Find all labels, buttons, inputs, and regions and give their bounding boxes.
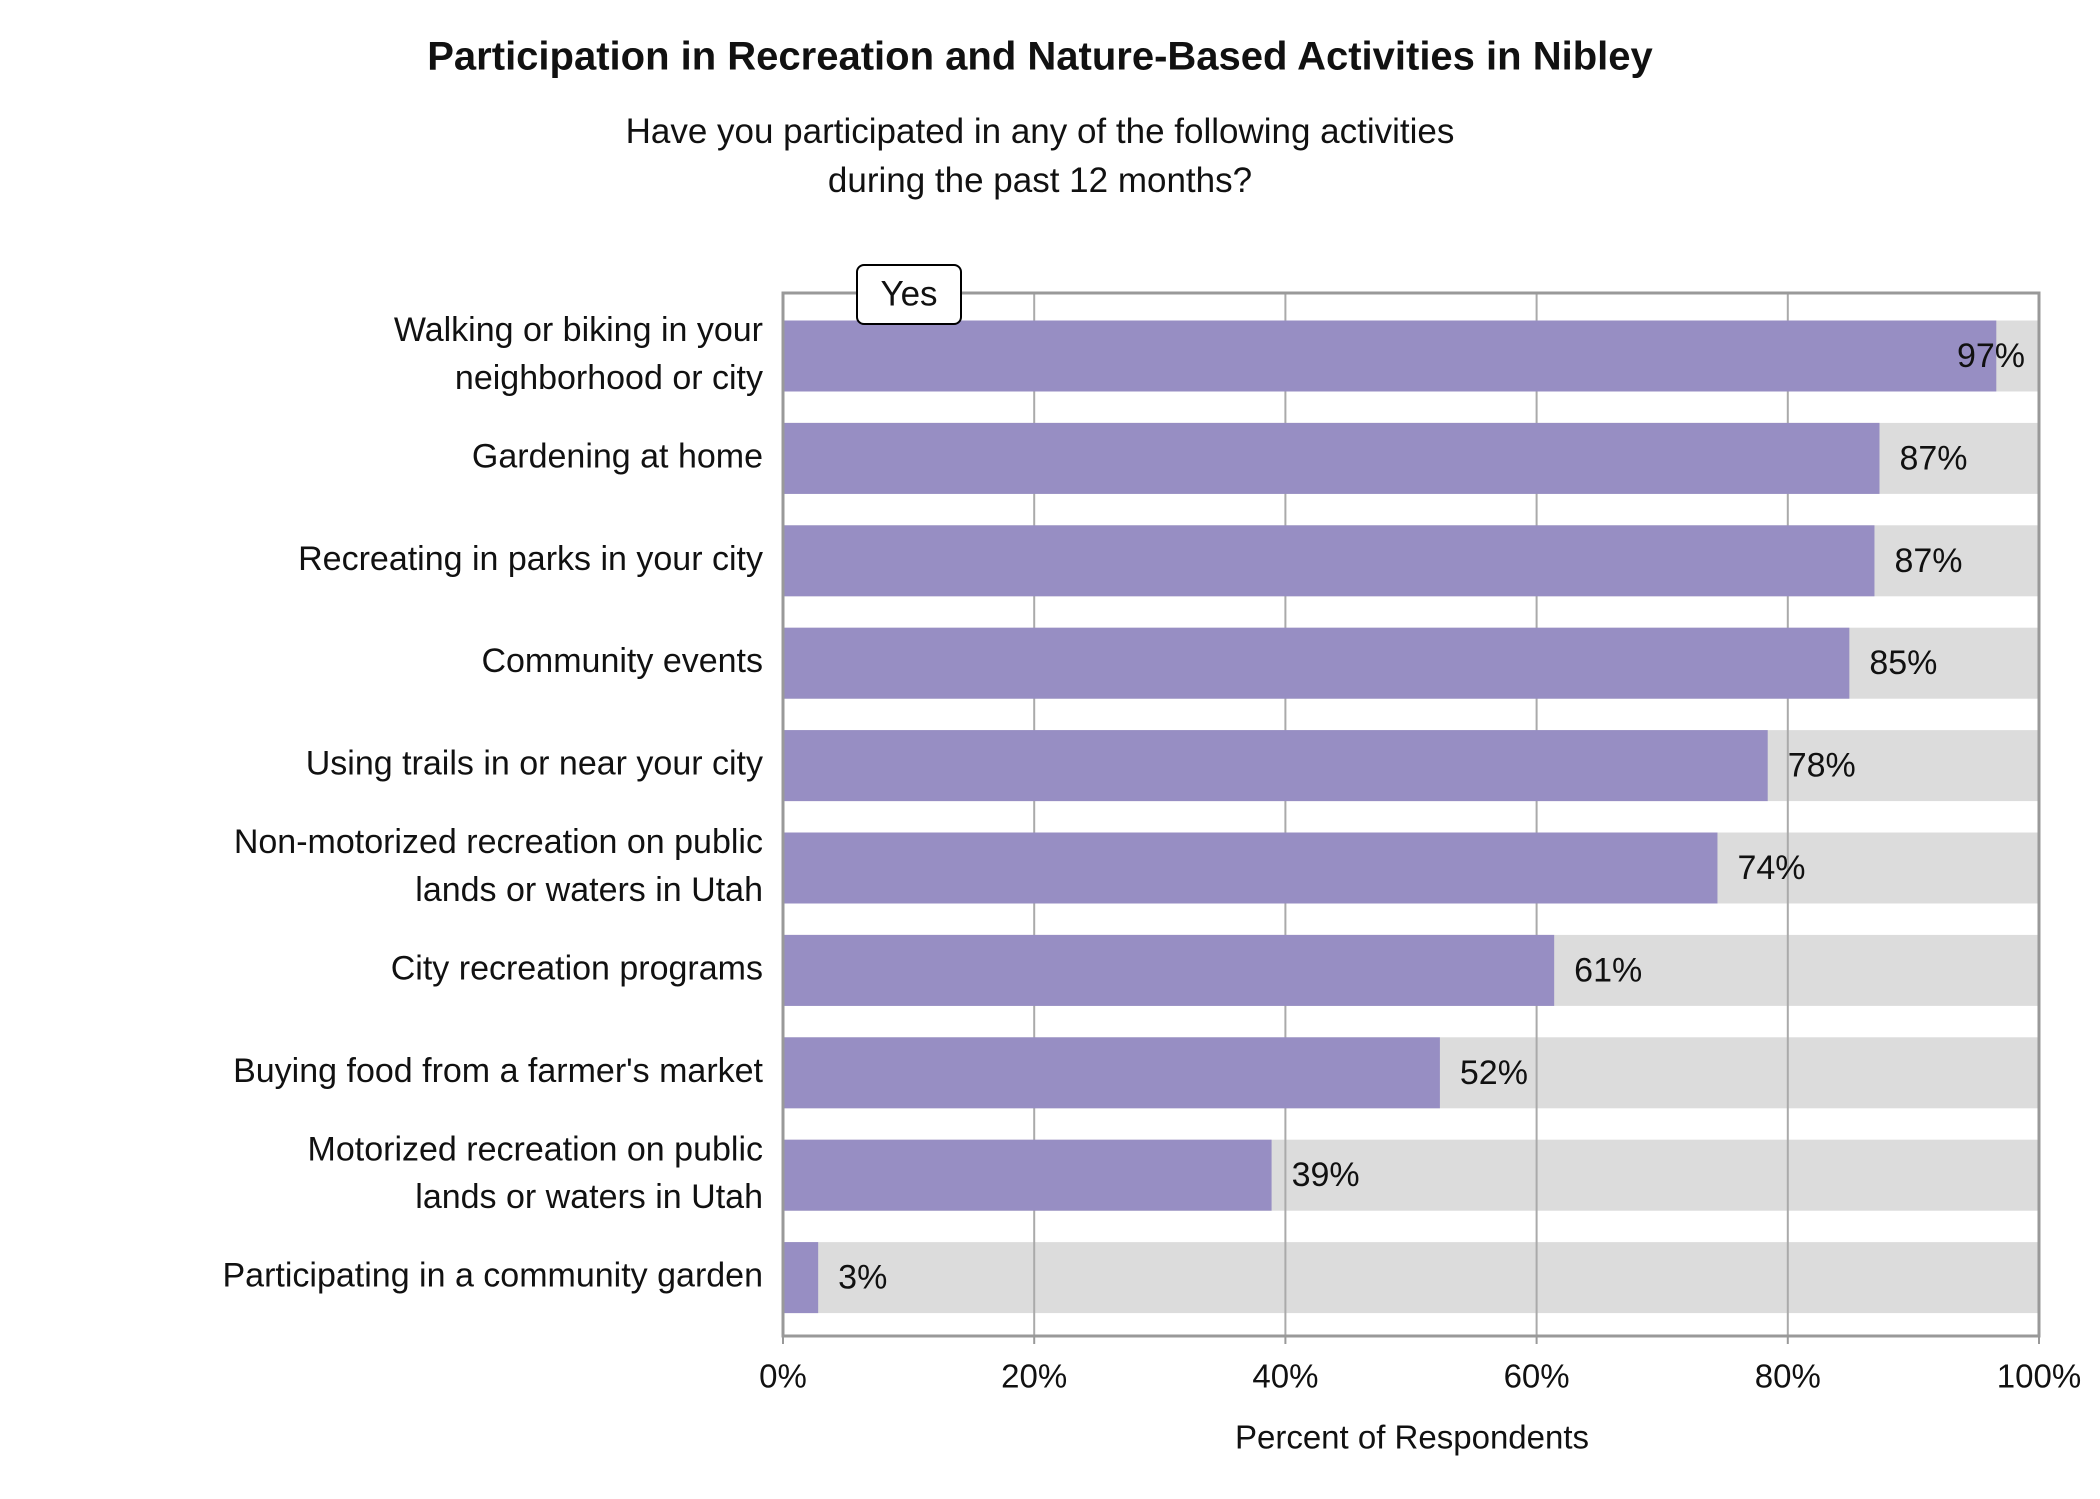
bar bbox=[783, 422, 1880, 494]
bar bbox=[783, 832, 1718, 904]
data-label: 78% bbox=[1788, 747, 1856, 785]
bar bbox=[783, 320, 1997, 392]
chart-subtitle: Have you participated in any of the foll… bbox=[626, 112, 1455, 200]
legend-box bbox=[856, 264, 962, 325]
y-tick-label: Non-motorized recreation on public lands … bbox=[234, 823, 763, 909]
y-tick-label: Buying food from a farmer's market bbox=[233, 1052, 763, 1090]
bar bbox=[783, 1242, 819, 1314]
x-tick-label: 20% bbox=[1001, 1358, 1067, 1395]
chart-title: Participation in Recreation and Nature-B… bbox=[427, 35, 1653, 79]
bar bbox=[783, 525, 1875, 597]
plot-frame bbox=[781, 291, 2041, 1338]
data-label: 52% bbox=[1460, 1054, 1528, 1092]
y-tick-label: Participating in a community garden bbox=[223, 1257, 764, 1295]
bar bbox=[783, 627, 1850, 699]
bar bbox=[783, 730, 1768, 802]
y-tick-label: Community events bbox=[481, 642, 763, 680]
bar bbox=[783, 1037, 1440, 1109]
x-tick-label: 0% bbox=[759, 1358, 807, 1395]
data-label: 61% bbox=[1574, 951, 1642, 989]
x-tick-label: 80% bbox=[1755, 1358, 1821, 1395]
data-label: 85% bbox=[1869, 644, 1937, 682]
y-tick-label: Recreating in parks in your city bbox=[298, 540, 763, 578]
y-tick-label: City recreation programs bbox=[391, 949, 763, 987]
data-label: 97% bbox=[1957, 337, 2025, 375]
x-tick-label: 100% bbox=[1997, 1358, 2081, 1395]
y-tick-label: Using trails in or near your city bbox=[306, 745, 763, 783]
x-tick-label: 60% bbox=[1504, 1358, 1570, 1395]
y-tick-label: Walking or biking in your neighborhood or… bbox=[394, 311, 763, 397]
bar bbox=[783, 1139, 1272, 1211]
bar bbox=[783, 934, 1555, 1006]
bar-background bbox=[783, 1242, 2039, 1314]
x-tick-label: 40% bbox=[1252, 1358, 1318, 1395]
x-axis-title: Percent of Respondents bbox=[1235, 1419, 1589, 1456]
y-tick-label: Gardening at home bbox=[472, 437, 763, 475]
data-label: 3% bbox=[838, 1259, 887, 1297]
legend-label: Yes bbox=[880, 274, 937, 313]
data-label: 39% bbox=[1292, 1156, 1360, 1194]
data-label: 87% bbox=[1899, 439, 1967, 477]
y-tick-label: Motorized recreation on public lands or w… bbox=[308, 1130, 763, 1216]
data-label: 87% bbox=[1894, 542, 1962, 580]
data-label: 74% bbox=[1737, 849, 1805, 887]
